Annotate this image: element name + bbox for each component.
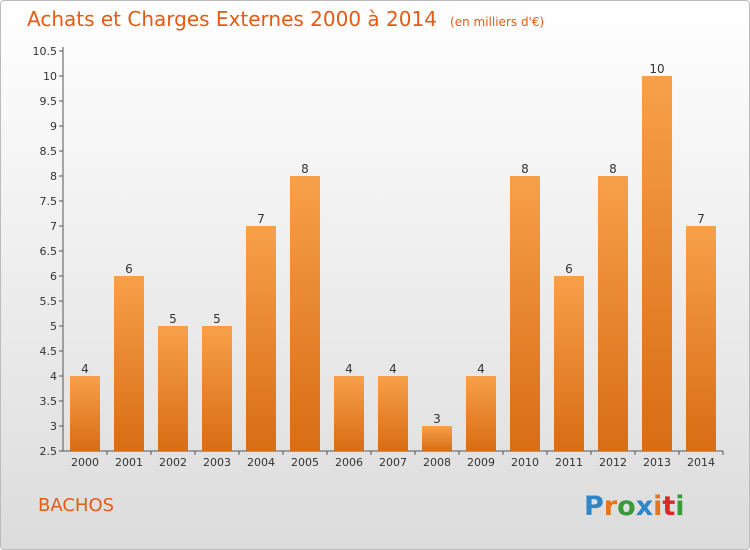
logo-letter: P [584,491,604,522]
y-tick-label: 3.5 [40,395,58,408]
x-tick-label: 2001 [115,456,143,469]
bar [466,376,496,451]
logo-letter: x [635,491,654,522]
data-label: 4 [345,362,353,376]
x-tick-label: 2003 [203,456,231,469]
data-label: 5 [213,312,221,326]
data-label: 5 [169,312,177,326]
x-tick-label: 2012 [599,456,627,469]
x-tick-label: 2002 [159,456,187,469]
y-tick-label: 6 [50,270,57,283]
logo-letter: i [653,491,663,522]
x-tick-label: 2000 [71,456,99,469]
y-tick-label: 8.5 [40,145,58,158]
bar [290,176,320,451]
bar [70,376,100,451]
bar [158,326,188,451]
bar [378,376,408,451]
x-tick-label: 2006 [335,456,363,469]
bar [334,376,364,451]
y-tick-label: 6.5 [40,245,58,258]
logo-letter: o [617,491,636,522]
bar [246,226,276,451]
y-tick-label: 5 [50,320,57,333]
chart-title: Achats et Charges Externes 2000 à 2014 (… [27,7,544,31]
data-label: 4 [389,362,397,376]
bar [598,176,628,451]
data-label: 3 [433,412,441,426]
y-tick-label: 3 [50,420,57,433]
data-label: 8 [609,162,617,176]
data-label: 4 [477,362,485,376]
y-tick-label: 4 [50,370,57,383]
y-tick-label: 4.5 [40,345,58,358]
data-label: 8 [301,162,309,176]
data-label: 7 [257,212,265,226]
y-tick-label: 5.5 [40,295,58,308]
data-label: 8 [521,162,529,176]
proxiti-logo[interactable]: Proxiti [584,491,685,522]
data-label: 6 [125,262,133,276]
data-label: 4 [81,362,89,376]
y-tick-label: 2.5 [40,445,58,458]
chart-title-unit: (en milliers d'€) [450,15,545,29]
x-tick-label: 2011 [555,456,583,469]
y-tick-label: 9 [50,120,57,133]
data-label: 10 [649,62,664,76]
bar [202,326,232,451]
bar [114,276,144,451]
bar [642,76,672,451]
y-tick-label: 10 [43,70,57,83]
x-tick-label: 2004 [247,456,275,469]
bar [686,226,716,451]
commune-name: BACHOS [38,495,115,516]
data-label: 7 [697,212,705,226]
x-tick-label: 2009 [467,456,495,469]
logo-letter: r [603,491,618,522]
x-tick-label: 2007 [379,456,407,469]
chart-title-main: Achats et Charges Externes 2000 à 2014 [27,7,437,31]
y-tick-label: 7.5 [40,195,58,208]
bar [510,176,540,451]
x-tick-label: 2010 [511,456,539,469]
data-label: 6 [565,262,573,276]
logo-letter: i [675,491,685,522]
y-tick-label: 7 [50,220,57,233]
x-tick-label: 2008 [423,456,451,469]
y-tick-label: 8 [50,170,57,183]
bar [422,426,452,451]
logo-letter: t [662,491,676,522]
bar [554,276,584,451]
y-tick-label: 9.5 [40,95,58,108]
x-tick-label: 2014 [687,456,715,469]
y-tick-label: 10.5 [33,45,58,58]
x-tick-label: 2013 [643,456,671,469]
x-tick-label: 2005 [291,456,319,469]
